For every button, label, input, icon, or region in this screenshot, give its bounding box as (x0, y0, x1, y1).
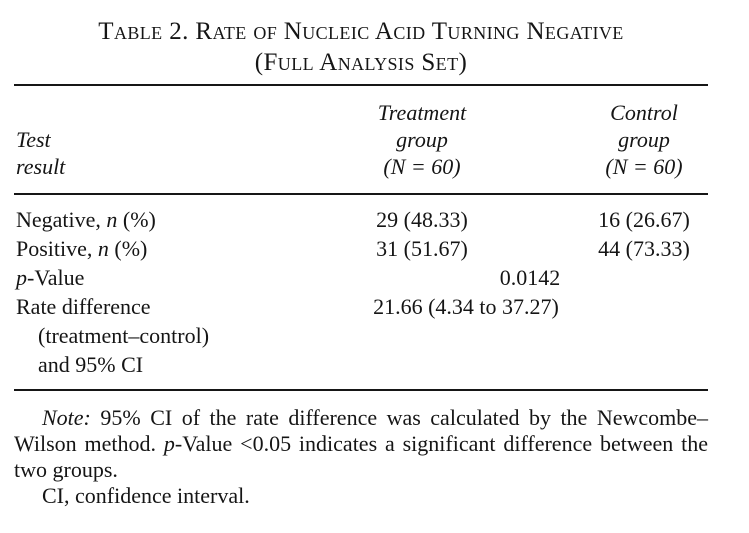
col-header-test: Test result (14, 126, 310, 180)
col-header-control-line1: Control (610, 100, 678, 125)
header-rule (14, 193, 708, 195)
abbreviation-note: CI, confidence interval. (42, 483, 250, 508)
cell-pvalue-value: 0.0142 (499, 265, 561, 290)
row-negative: Negative, n (%) 29 (48.33) 16 (26.67) (14, 205, 708, 234)
top-rule (14, 84, 708, 86)
rate-label-line2: (treatment–control) (38, 323, 210, 348)
note-text-a: 95% CI of the rate difference was calcul… (14, 405, 708, 456)
row-pvalue: p-Value 0.0142 (14, 263, 708, 292)
negative-label-n: n (106, 207, 118, 232)
rate-label-line3: and 95% CI (38, 352, 144, 377)
table-body: Negative, n (%) 29 (48.33) 16 (26.67) Po… (14, 195, 708, 389)
table-title-line1: Table 2. Rate of Nucleic Acid Turning Ne… (98, 18, 624, 45)
positive-label-post: (%) (108, 236, 148, 261)
table-notes: Note: 95% CI of the rate difference was … (14, 405, 708, 509)
note-p-italic: p (163, 431, 175, 456)
bottom-rule (14, 389, 708, 391)
note-label: Note: (42, 405, 91, 430)
pvalue-label-post: -Value (27, 265, 85, 290)
cell-positive-label: Positive, n (%) (14, 234, 310, 263)
cell-pvalue-label: p-Value (14, 263, 310, 292)
positive-label-pre: Positive, (16, 236, 98, 261)
negative-label-post: (%) (117, 207, 156, 232)
positive-label-n: n (97, 236, 109, 261)
col-header-treatment: Treatment group (N = 60) (310, 99, 534, 180)
col-header-treatment-line2: group (396, 127, 448, 152)
cell-negative-control: 16 (26.67) (598, 207, 690, 232)
row-positive: Positive, n (%) 31 (51.67) 44 (73.33) (14, 234, 708, 263)
cell-negative-treatment: 29 (48.33) (376, 207, 468, 232)
cell-rate-value: 21.66 (4.34 to 37.27) (373, 294, 559, 319)
note-text-b: -Value <0.05 indicates a significant dif… (14, 431, 708, 482)
pvalue-label-p: p (16, 265, 27, 290)
col-header-test-line1: Test (16, 127, 51, 152)
rate-label-line1: Rate difference (16, 294, 151, 319)
cell-rate-label: Rate difference (treatment–control) and … (14, 292, 310, 379)
table-header-row: Test result Treatment group (N = 60) Con… (14, 86, 708, 193)
col-header-treatment-line3: (N = 60) (383, 154, 461, 179)
row-rate-difference: Rate difference (treatment–control) and … (14, 292, 708, 379)
table-title: Table 2. Rate of Nucleic Acid Turning Ne… (14, 0, 708, 78)
cell-positive-treatment: 31 (51.67) (376, 236, 468, 261)
table-container: Table 2. Rate of Nucleic Acid Turning Ne… (14, 0, 708, 509)
col-header-control-line2: group (618, 127, 670, 152)
col-header-test-line2: result (16, 154, 66, 179)
table-title-line2: (Full Analysis Set) (254, 49, 468, 76)
cell-negative-label: Negative, n (%) (14, 205, 310, 234)
cell-positive-control: 44 (73.33) (598, 236, 690, 261)
col-header-control: Control group (N = 60) (534, 99, 708, 180)
col-header-treatment-line1: Treatment (377, 100, 467, 125)
negative-label-pre: Negative, (16, 207, 107, 232)
col-header-control-line3: (N = 60) (605, 154, 683, 179)
table-note: Note: 95% CI of the rate difference was … (14, 405, 708, 483)
